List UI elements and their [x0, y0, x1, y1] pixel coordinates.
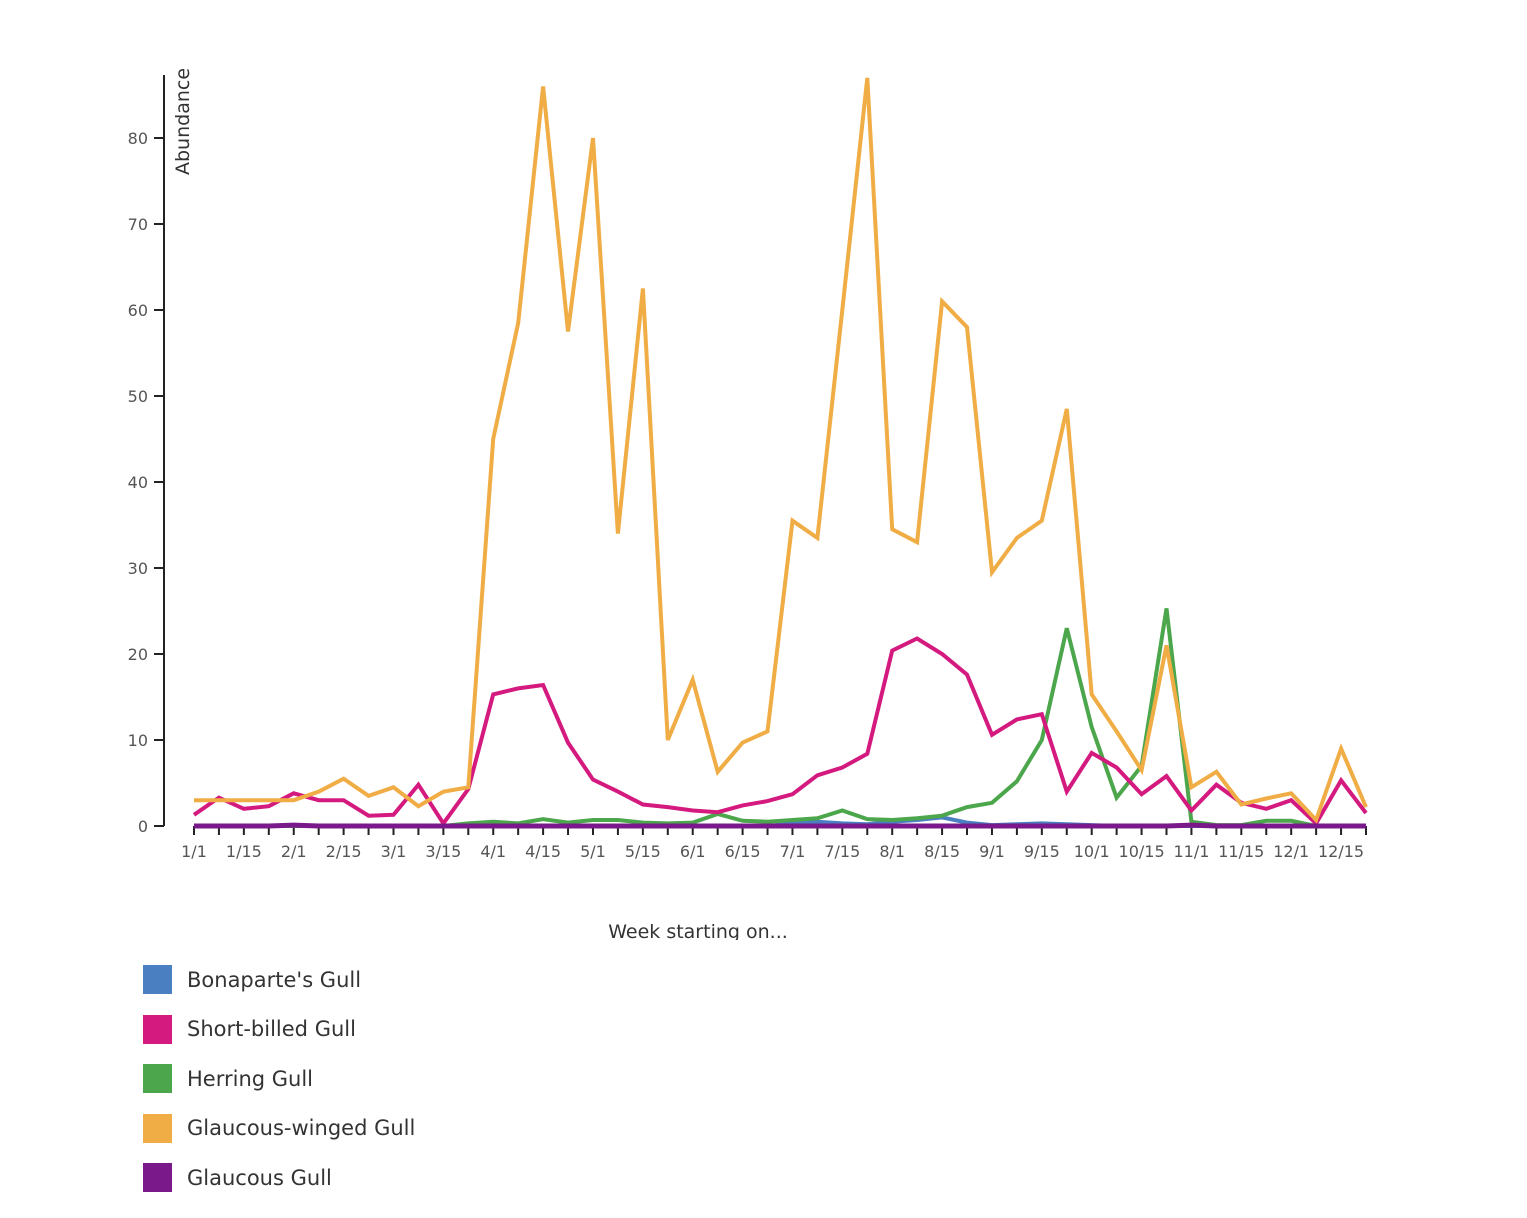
- legend-swatch: [143, 965, 172, 995]
- x-tick-label: 2/15: [326, 842, 362, 861]
- x-tick-label: 6/1: [680, 842, 706, 861]
- legend-swatch: [143, 1113, 172, 1143]
- legend-swatch: [143, 1163, 172, 1193]
- x-tick-label: 12/15: [1318, 842, 1364, 861]
- legend-label: Glaucous Gull: [187, 1165, 332, 1190]
- x-tick-label: 5/1: [580, 842, 606, 861]
- x-tick-label: 3/1: [381, 842, 407, 861]
- legend-item[interactable]: Herring Gull: [143, 1054, 415, 1104]
- x-tick-label: 2/1: [281, 842, 307, 861]
- x-tick-label: 7/1: [780, 842, 806, 861]
- x-axis-title: Week starting on...: [608, 921, 788, 940]
- y-tick-label: 10: [128, 731, 148, 750]
- x-tick-label: 8/15: [924, 842, 960, 861]
- x-tick-label: 10/1: [1074, 842, 1110, 861]
- y-axis-title: Abundance: [172, 68, 194, 175]
- series-line-glaucous-winged-gull: [194, 77, 1368, 824]
- x-tick-label: 9/1: [979, 842, 1005, 861]
- y-axis: 0 10 20 30 40 50 60 70 80: [128, 75, 165, 836]
- x-axis: 1/1 1/15 2/1 2/15 3/1 3/15 4/1 4/15 5/1 5/15 6/1 6/…: [181, 826, 1367, 861]
- legend-item[interactable]: Glaucous Gull: [143, 1153, 415, 1203]
- x-tick-label: 1/1: [181, 842, 207, 861]
- x-tick-label: 3/15: [425, 842, 461, 861]
- y-tick-label: 60: [128, 301, 148, 320]
- x-tick-label: 8/1: [879, 842, 905, 861]
- x-tick-label: 11/1: [1173, 842, 1209, 861]
- legend-label: Bonaparte's Gull: [187, 967, 362, 992]
- series-line-short-billed-gull: [192, 636, 1368, 827]
- legend-swatch: [143, 1014, 172, 1044]
- x-tick-label: 5/15: [625, 842, 661, 861]
- x-tick-label: 7/15: [824, 842, 860, 861]
- y-tick-label: 80: [128, 129, 148, 148]
- series-lines: [192, 77, 1368, 829]
- x-tick-label: 12/1: [1273, 842, 1309, 861]
- y-tick-label: 70: [128, 215, 148, 234]
- y-tick-label: 40: [128, 473, 148, 492]
- x-tick-label: 4/15: [525, 842, 561, 861]
- legend-label: Glaucous-winged Gull: [187, 1116, 416, 1141]
- y-tick-label: 50: [128, 387, 148, 406]
- x-tick-label: 11/15: [1218, 842, 1264, 861]
- line-chart: 0 10 20 30 40 50 60 70 80 1/1 1/15 2/1 2/15 3/1 3/15 4…: [128, 68, 1368, 940]
- legend-swatch: [143, 1064, 172, 1094]
- legend: Bonaparte's Gull Short-billed Gull Herring…: [143, 955, 415, 1203]
- legend-item[interactable]: Short-billed Gull: [143, 1005, 415, 1055]
- x-tick-label: 4/1: [480, 842, 506, 861]
- legend-label: Herring Gull: [187, 1066, 314, 1091]
- legend-label: Short-billed Gull: [187, 1017, 356, 1042]
- legend-item[interactable]: Glaucous-winged Gull: [143, 1104, 415, 1154]
- x-tick-label: 9/15: [1024, 842, 1060, 861]
- x-tick-label: 6/15: [725, 842, 761, 861]
- x-tick-label: 1/15: [226, 842, 262, 861]
- series-line-glaucous-gull: [194, 822, 1366, 829]
- x-tick-label: 10/15: [1119, 842, 1165, 861]
- y-tick-label: 0: [138, 817, 148, 836]
- y-tick-label: 30: [128, 559, 148, 578]
- legend-item[interactable]: Bonaparte's Gull: [143, 955, 415, 1005]
- y-tick-label: 20: [128, 645, 148, 664]
